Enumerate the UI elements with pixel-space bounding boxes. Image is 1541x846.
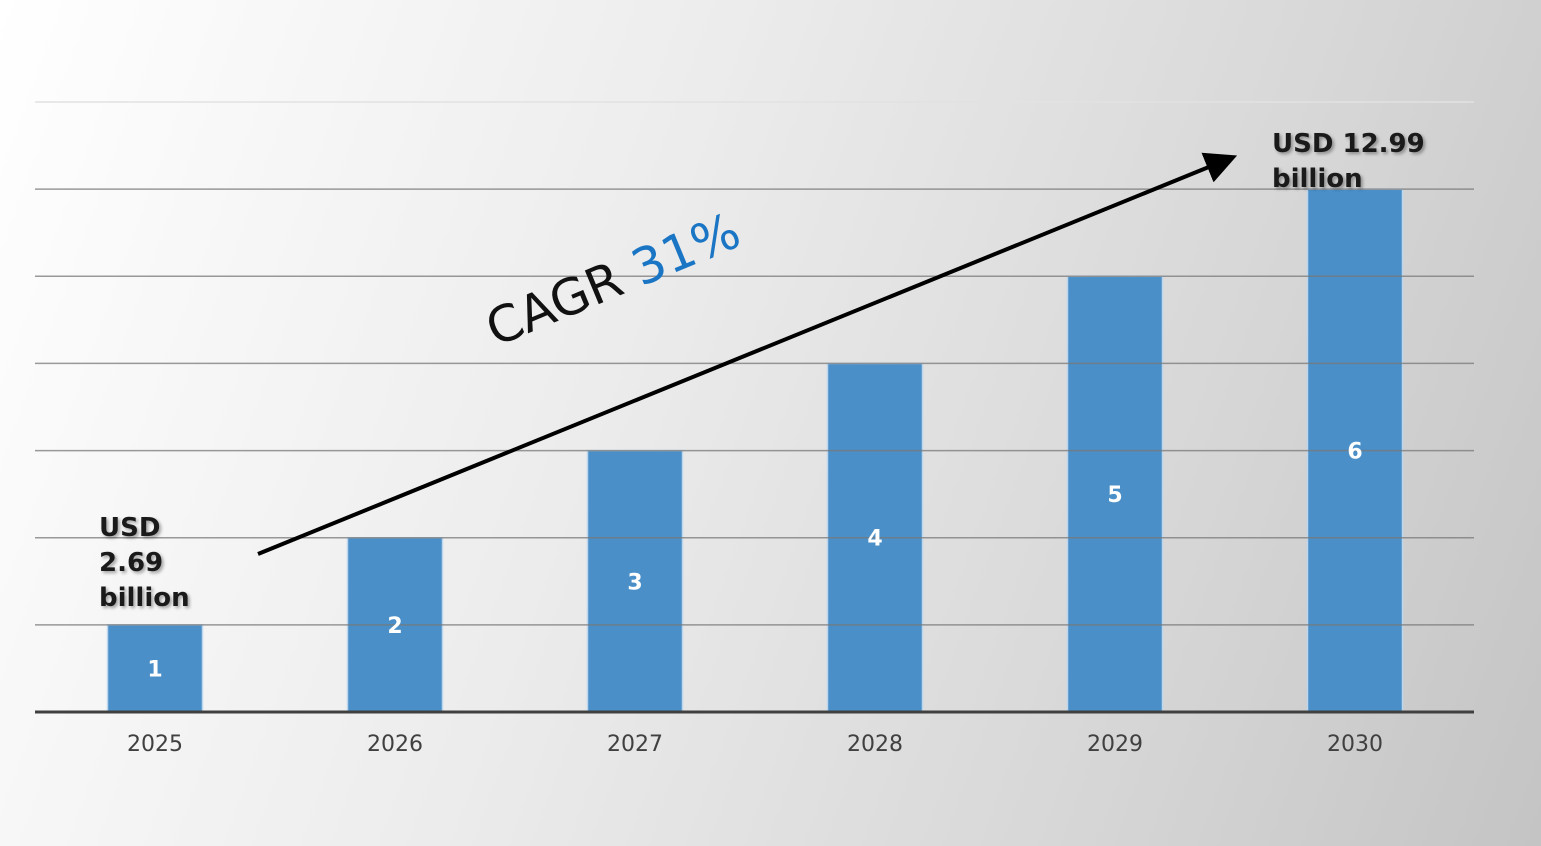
bar [1066,275,1164,713]
x-tick-label: 2027 [607,732,663,757]
start-value-annotation: USD 2.69 billion [99,513,190,613]
bar-data-label: 5 [1107,483,1122,508]
x-tick-label: 2028 [847,732,903,757]
bar-data-label: 1 [147,657,162,682]
bar-data-label: 2 [387,614,402,639]
x-tick-label: 2030 [1327,732,1383,757]
bar-data-label: 4 [867,527,882,552]
growth-arrow [257,152,1238,556]
bar-data-label: 3 [627,570,642,595]
x-tick-label: 2029 [1087,732,1143,757]
x-tick-label: 2025 [127,732,183,757]
end-value-annotation: USD 12.99 billion [1272,129,1425,194]
x-tick-label: 2026 [367,732,423,757]
bar [106,624,204,713]
bar-data-label: 6 [1347,440,1362,465]
